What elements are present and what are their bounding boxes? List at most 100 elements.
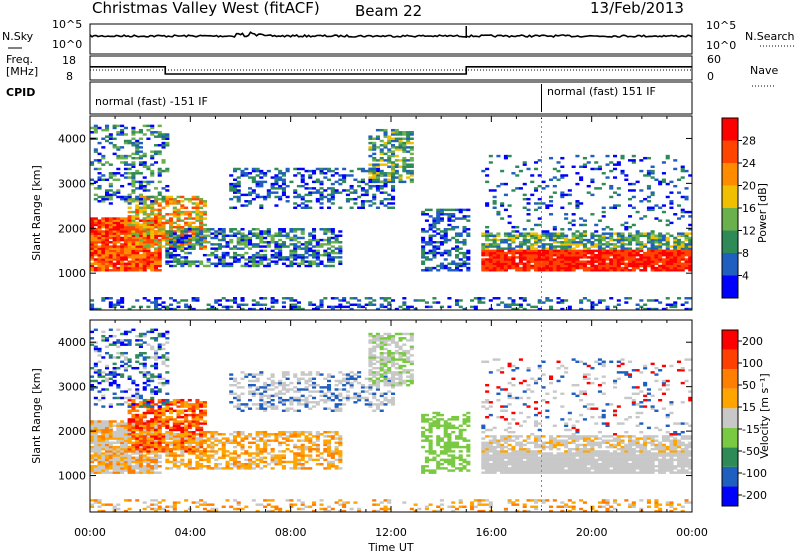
ytick-label-0-2: 3000 bbox=[58, 177, 86, 190]
vel-region-8 bbox=[481, 435, 693, 453]
power-region-6 bbox=[421, 208, 471, 272]
power-colorbar-label: Power [dB] bbox=[756, 183, 769, 243]
velocity-ylabel: Slant Range [km] bbox=[30, 368, 43, 464]
vel-region-0 bbox=[90, 420, 162, 474]
power-region-2 bbox=[165, 228, 343, 268]
vel-cbar-swatch-8 bbox=[722, 330, 738, 350]
ytick-label-1-3: 4000 bbox=[58, 336, 86, 349]
power-cbar-tick-2: 12 bbox=[742, 225, 756, 238]
ytick-label-1-2: 3000 bbox=[58, 381, 86, 394]
xtick-label-4: 16:00 bbox=[475, 526, 507, 539]
vel-cbar-tick-7: -200 bbox=[742, 489, 767, 502]
power-axes: 1000 2000 3000 4000 bbox=[58, 116, 693, 310]
nave-label: Nave bbox=[750, 64, 778, 77]
vel-cbar-tick-3: 15 bbox=[742, 401, 756, 414]
vel-region-2 bbox=[165, 430, 343, 470]
vel-cbar-tick-5: -50 bbox=[742, 445, 760, 458]
vel-cbar-tick-2: 50 bbox=[742, 379, 756, 392]
nave-tick-bottom: 0 bbox=[707, 70, 714, 83]
vel-region-6 bbox=[421, 411, 471, 474]
power-cbar-swatch-1 bbox=[722, 253, 738, 276]
power-cbar-tick-0: 4 bbox=[742, 270, 749, 283]
power-ylabel: Slant Range [km] bbox=[30, 165, 43, 261]
freq-traces bbox=[90, 66, 692, 75]
ytick-label-0-1: 2000 bbox=[58, 222, 86, 235]
vel-region-5 bbox=[368, 332, 414, 387]
xtick-label-1: 04:00 bbox=[174, 526, 206, 539]
power-region-3 bbox=[90, 124, 170, 205]
ytick-label-0-0: 1000 bbox=[58, 267, 86, 280]
power-cbar-swatch-0 bbox=[722, 275, 738, 298]
power-cbar-swatch-5 bbox=[722, 163, 738, 186]
ytick-label-1-0: 1000 bbox=[58, 470, 86, 483]
power-region-0 bbox=[90, 217, 162, 272]
cpid-segment-1: normal (fast) -151 IF bbox=[95, 95, 208, 108]
power-region-9 bbox=[481, 154, 693, 233]
vel-cbar-swatch-4 bbox=[722, 408, 738, 428]
vel-region-9 bbox=[481, 358, 693, 436]
cpid-segment-2: normal (fast) 151 IF bbox=[547, 85, 656, 98]
power-cbar-swatch-2 bbox=[722, 230, 738, 253]
ytick-label-1-1: 2000 bbox=[58, 425, 86, 438]
nsearch-tick-bottom: 10^0 bbox=[706, 39, 736, 52]
vel-cbar-tick-0: 200 bbox=[742, 335, 763, 348]
vel-cbar-swatch-5 bbox=[722, 388, 738, 409]
vel-cbar-tick-6: -100 bbox=[742, 467, 767, 480]
vel-cbar-tick-1: 100 bbox=[742, 357, 763, 370]
vel-cbar-swatch-7 bbox=[722, 349, 738, 370]
vel-cbar-swatch-1 bbox=[722, 466, 738, 487]
vel-cbar-swatch-0 bbox=[722, 486, 738, 506]
power-region-8 bbox=[481, 232, 693, 250]
nsearch-tick-top: 10^5 bbox=[706, 19, 736, 32]
x-axis-label: Time UT bbox=[367, 541, 413, 554]
freq-tick-top: 18 bbox=[62, 54, 76, 67]
power-colorbar: 4 8 12 16 20 24 28 bbox=[721, 117, 756, 299]
nsky-tick-bottom: 10^0 bbox=[52, 38, 82, 51]
nave-tick-top: 60 bbox=[707, 53, 721, 66]
power-cbar-tick-1: 8 bbox=[742, 247, 749, 260]
ytick-label-0-3: 4000 bbox=[58, 132, 86, 145]
station-title: Christmas Valley West (fitACF) bbox=[92, 0, 320, 17]
velocity-colorbar-label: Velocity [m s⁻¹] bbox=[758, 373, 771, 458]
nsearch-label: N.Search bbox=[745, 30, 795, 43]
freq-unit: [MHz] bbox=[6, 65, 38, 78]
xtick-label-0: 00:00 bbox=[74, 526, 106, 539]
vel-region-4 bbox=[229, 371, 396, 412]
xtick-label-3: 12:00 bbox=[375, 526, 407, 539]
xtick-label-2: 08:00 bbox=[275, 526, 307, 539]
power-cbar-swatch-7 bbox=[722, 118, 738, 141]
cpid-label: CPID bbox=[6, 86, 35, 99]
power-cbar-tick-4: 20 bbox=[742, 180, 756, 193]
nsky-traces bbox=[89, 26, 693, 38]
nsky-tick-top: 10^5 bbox=[52, 18, 82, 31]
velocity-axes: 1000 2000 3000 4000 bbox=[58, 320, 693, 512]
vel-cbar-swatch-2 bbox=[722, 447, 738, 467]
power-cbar-tick-5: 24 bbox=[742, 157, 756, 170]
xtick-label-5: 20:00 bbox=[576, 526, 608, 539]
xtick-label-6: 00:00 bbox=[676, 526, 708, 539]
vel-cbar-swatch-3 bbox=[722, 427, 738, 448]
power-cbar-tick-6: 28 bbox=[742, 135, 756, 148]
vel-region-1 bbox=[127, 398, 207, 453]
x-tick-labels: 00:00 04:00 08:00 12:00 16:00 20:00 00:00 bbox=[74, 526, 708, 539]
freq-tick-bottom: 8 bbox=[66, 70, 73, 83]
freq-trace bbox=[90, 66, 692, 75]
power-cbar-swatch-6 bbox=[722, 140, 738, 163]
vel-region-10 bbox=[90, 499, 693, 513]
cpid-traces bbox=[89, 84, 542, 112]
freq-label: Freq. bbox=[6, 53, 33, 66]
vel-region-3 bbox=[90, 328, 170, 408]
nsky-trace bbox=[89, 31, 693, 38]
velocity-heatmap bbox=[90, 328, 693, 513]
power-region-5 bbox=[368, 128, 414, 184]
power-region-10 bbox=[90, 297, 693, 311]
vel-region-7 bbox=[481, 452, 693, 474]
nsky-label: N.Sky bbox=[2, 30, 34, 43]
power-cbar-swatch-4 bbox=[722, 185, 738, 208]
velocity-colorbar: 200 100 50 15 -15 -50 -100 -200 bbox=[721, 329, 767, 507]
power-region-7 bbox=[481, 249, 693, 272]
power-heatmap bbox=[90, 124, 693, 311]
date-title: 13/Feb/2013 bbox=[590, 0, 684, 17]
vel-cbar-swatch-6 bbox=[722, 369, 738, 389]
